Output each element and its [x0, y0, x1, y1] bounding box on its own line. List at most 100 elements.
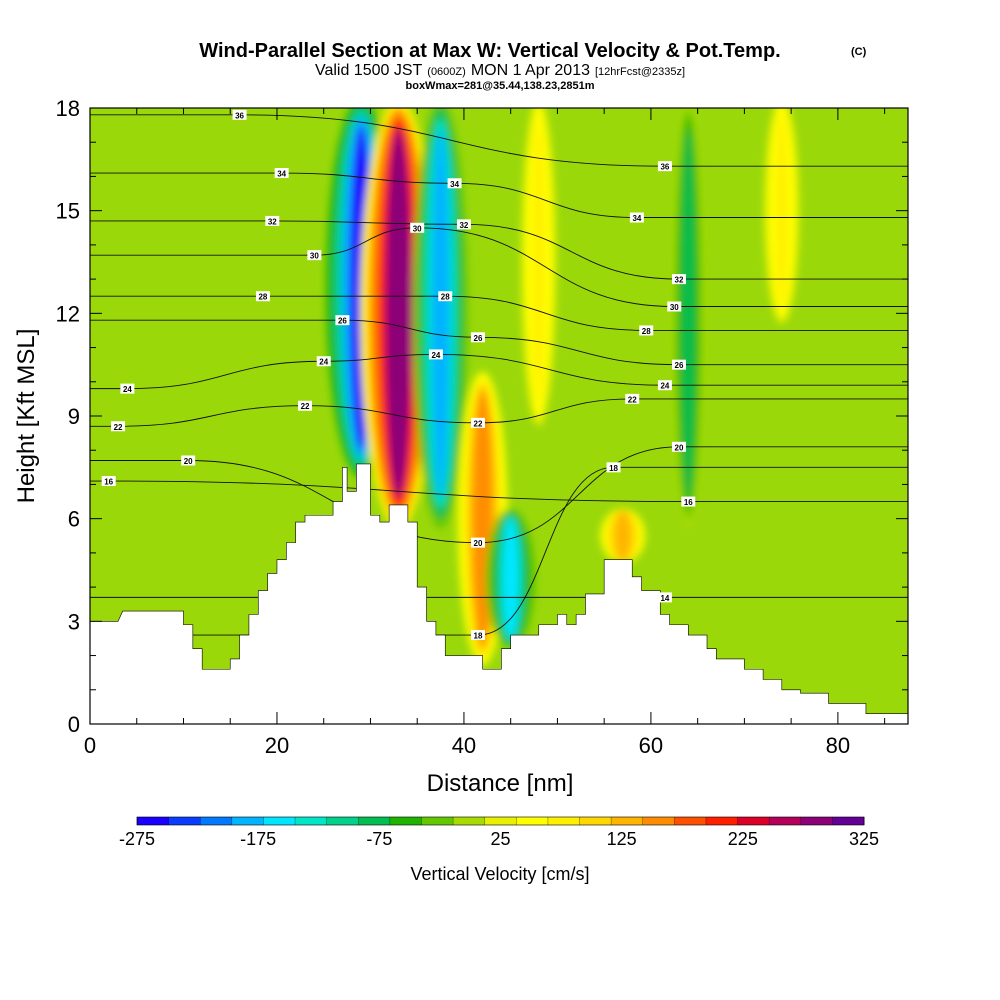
theta-contour-line [90, 353, 908, 390]
theta-contour-label-box [470, 537, 485, 548]
theta-contour-label-text: 34 [277, 170, 286, 179]
theta-contour-label-box [671, 274, 686, 285]
chart-title: Wind-Parallel Section at Max W: Vertical… [199, 40, 780, 62]
colorbar-tick-label: -275 [119, 829, 155, 849]
theta-contour-line [90, 114, 908, 167]
theta-contour-label-text: 32 [675, 276, 684, 285]
x-tick-label: 80 [826, 733, 850, 758]
velocity-feature [532, 121, 545, 403]
theta-contour-label: 26 [470, 332, 485, 343]
theta-contour-label: 16 [681, 496, 696, 507]
colorbar-segment [737, 817, 770, 825]
theta-contour-label-text: 20 [184, 457, 193, 466]
colorbar-segment [516, 817, 549, 825]
theta-contour-label-box [625, 393, 640, 404]
theta-contour-label-box [657, 380, 672, 391]
theta-contour-label-box [410, 222, 425, 233]
colorbar-segment [674, 817, 707, 825]
theta-contour-label-box [316, 356, 331, 367]
theta-contour-label: 36 [657, 161, 672, 172]
theta-contour-label: 34 [274, 168, 289, 179]
theta-contour-line [90, 220, 908, 280]
theta-contour-label: 24 [316, 356, 331, 367]
theta-contour-label-text: 20 [474, 539, 483, 548]
theta-contour-line [90, 172, 908, 218]
theta-contour-label-text: 24 [660, 382, 669, 391]
colorbar-tick-label: -175 [240, 829, 276, 849]
colorbar-segment [453, 817, 486, 825]
theta-contour-label-box [667, 301, 682, 312]
theta-contour-line [90, 319, 908, 366]
theta-contour-label: 22 [625, 393, 640, 404]
theta-contour-label-text: 30 [413, 224, 422, 233]
velocity-feature [775, 113, 788, 308]
colorbar-label: Vertical Velocity [cm/s] [410, 864, 589, 884]
theta-contour-label: 32 [671, 274, 686, 285]
colorbar-segment [642, 817, 675, 825]
theta-contour-label-text: 36 [660, 163, 669, 172]
velocity-feature [431, 128, 450, 498]
theta-contour-label-box [671, 359, 686, 370]
y-tick-label: 12 [56, 301, 80, 326]
theta-contour-label-box [265, 215, 280, 226]
theta-contour-label-text: 16 [104, 478, 113, 487]
colorbar-tick-label: 25 [490, 829, 510, 849]
theta-contour-label-box [298, 400, 313, 411]
theta-contour-label-text: 26 [675, 361, 684, 370]
theta-contour-label-text: 34 [632, 214, 641, 223]
theta-contour-label: 14 [657, 592, 672, 603]
theta-contour-label-text: 20 [675, 443, 684, 452]
colorbar-segment [705, 817, 739, 825]
theta-contour-label-text: 30 [310, 252, 319, 261]
chart-subtitle-box: boxWmax=281@35.44,138.23,2851m [406, 80, 595, 92]
theta-contour-label: 16 [101, 476, 116, 487]
theta-contour-label: 20 [671, 441, 686, 452]
theta-contour-label: 22 [111, 421, 126, 432]
theta-contour-label-box [438, 291, 453, 302]
theta-contour-label-text: 34 [450, 180, 459, 189]
plot-area: 14 16 16 18 18 20 20 20 22 22 22 22 24 24 24 24 26 26 26 28… [90, 108, 908, 724]
x-tick-label: 60 [639, 733, 663, 758]
theta-contour-labels: 14 16 16 18 18 20 20 20 22 22 22 22 24 24 24 24 26 26 26 28… [101, 109, 696, 641]
theta-contour-label-box [232, 109, 247, 120]
theta-contour-label-box [101, 476, 116, 487]
x-axis-label: Distance [nm] [427, 770, 574, 797]
theta-contour-label-text: 26 [474, 334, 483, 343]
y-tick-label: 9 [68, 404, 80, 429]
colorbar-segment [611, 817, 644, 825]
theta-contour-label: 34 [447, 178, 462, 189]
theta-contour-label-text: 32 [268, 217, 277, 226]
colorbar-segment [200, 817, 233, 825]
theta-contour-label-box [181, 455, 196, 466]
colorbar-segment [137, 817, 170, 825]
theta-contour-label-box [428, 349, 443, 360]
colorbar-segment [231, 817, 264, 825]
theta-contour-label-text: 16 [684, 498, 693, 507]
theta-contour-label-text: 36 [235, 111, 244, 120]
theta-contour-label-text: 18 [609, 464, 618, 473]
y-tick-label: 18 [56, 96, 80, 121]
theta-contour-label-text: 28 [258, 293, 267, 302]
theta-contour-label: 24 [657, 380, 672, 391]
velocity-feature [682, 128, 695, 498]
theta-contour-line [90, 295, 908, 331]
theta-contour-label: 20 [181, 455, 196, 466]
theta-contour-label-box [447, 178, 462, 189]
theta-contour-label: 30 [667, 301, 682, 312]
theta-contour-label-box [111, 421, 126, 432]
y-tick-label: 6 [68, 507, 80, 532]
theta-contour-label: 18 [606, 462, 621, 473]
theta-contour-label: 22 [470, 417, 485, 428]
colorbar-segment [421, 817, 454, 825]
theta-contour-label-text: 18 [474, 632, 483, 641]
velocity-feature [385, 128, 412, 498]
velocity-feature [615, 511, 631, 561]
theta-contour-line [90, 398, 908, 427]
theta-contour-line [90, 227, 908, 307]
subtitle-forecast: [12hrFcst@2335z] [595, 66, 685, 78]
theta-contour-label-box [274, 168, 289, 179]
theta-contour-label-text: 32 [459, 221, 468, 230]
theta-contour-label: 28 [639, 325, 654, 336]
